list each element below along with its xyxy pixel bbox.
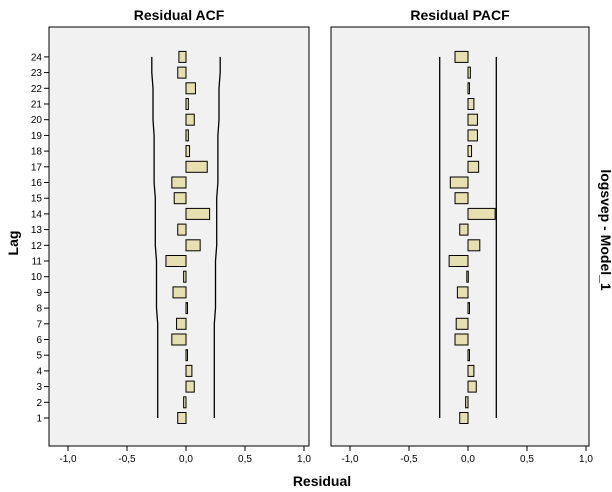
y-tick-label: 6 xyxy=(36,335,42,346)
bar-lag-2 xyxy=(183,396,187,409)
x-tick-label: 1,0 xyxy=(579,454,593,465)
y-tick-label: 12 xyxy=(31,241,43,252)
bar-lag-11 xyxy=(448,255,469,267)
bar-lag-5 xyxy=(467,349,470,362)
bar-lag-9 xyxy=(172,286,187,299)
bar-lag-5 xyxy=(185,349,188,362)
bar-lag-7 xyxy=(176,317,187,330)
bar-lag-14 xyxy=(467,207,496,220)
x-tick-label: 0,5 xyxy=(520,454,534,465)
y-tick-label: 19 xyxy=(31,131,43,142)
bar-lag-11 xyxy=(165,255,187,267)
bar-lag-2 xyxy=(465,396,469,409)
y-tick-label: 10 xyxy=(31,272,43,283)
bar-lag-6 xyxy=(454,333,469,346)
bar-lag-8 xyxy=(467,302,470,315)
panel-title: Residual PACF xyxy=(410,7,510,23)
x-tick-label: -0,5 xyxy=(118,454,136,465)
y-tick-label: 7 xyxy=(36,319,42,330)
x-tick-label: 0,0 xyxy=(179,454,193,465)
bar-lag-13 xyxy=(177,223,187,236)
bar-lag-13 xyxy=(459,223,469,236)
bar-lag-21 xyxy=(467,98,475,110)
y-tick-label: 5 xyxy=(36,351,42,362)
row-label: logsvep - Model_1 xyxy=(598,169,612,291)
bar-lag-19 xyxy=(467,129,478,142)
y-tick-label: 17 xyxy=(31,162,43,173)
bar-lag-8 xyxy=(185,302,188,315)
y-tick-label: 18 xyxy=(31,147,43,158)
bar-lag-20 xyxy=(467,113,478,126)
y-tick-label: 21 xyxy=(31,100,43,111)
y-tick-label: 15 xyxy=(31,194,43,205)
bar-lag-15 xyxy=(173,192,187,205)
x-axis-title: Residual xyxy=(293,473,351,489)
bar-lag-4 xyxy=(185,364,193,377)
x-tick-label: -1,0 xyxy=(341,454,359,465)
bar-lag-12 xyxy=(185,239,201,252)
x-tick-label: 0,5 xyxy=(238,454,252,465)
x-tick-label: -0,5 xyxy=(400,454,418,465)
bar-lag-4 xyxy=(467,364,475,377)
bar-lag-18 xyxy=(185,145,191,158)
panel-acf: Residual ACF-1,0 -0,5 0,0 0,5 1,012345678910… xyxy=(31,7,312,465)
y-tick-label: 20 xyxy=(31,115,43,126)
lower-confidence-limit xyxy=(151,56,159,418)
y-tick-label: 22 xyxy=(31,84,43,95)
y-tick-label: 2 xyxy=(36,398,42,409)
bar-lag-24 xyxy=(178,50,187,63)
bar-lag-22 xyxy=(467,82,470,95)
bar-lag-17 xyxy=(467,160,480,173)
y-tick-label: 14 xyxy=(31,209,43,220)
y-tick-label: 1 xyxy=(36,414,42,425)
bar-lag-20 xyxy=(185,113,195,126)
bar-lag-17 xyxy=(185,160,208,173)
bar-lag-15 xyxy=(454,192,469,205)
y-tick-label: 23 xyxy=(31,68,43,79)
y-tick-label: 8 xyxy=(36,304,42,315)
bar-lag-3 xyxy=(467,380,477,393)
bar-lag-6 xyxy=(171,333,187,346)
x-tick-label: 1,0 xyxy=(297,454,311,465)
y-tick-label: 13 xyxy=(31,225,43,236)
y-tick-label: 9 xyxy=(36,288,42,299)
bar-lag-3 xyxy=(185,380,195,393)
bar-lag-9 xyxy=(456,286,469,299)
x-tick-label: -1,0 xyxy=(59,454,77,465)
upper-confidence-limit xyxy=(213,56,221,418)
bar-lag-19 xyxy=(185,129,189,142)
bar-lag-16 xyxy=(449,176,469,189)
panel-title: Residual ACF xyxy=(134,7,225,23)
bar-lag-14 xyxy=(185,207,211,220)
bar-lag-1 xyxy=(459,412,469,424)
y-tick-label: 16 xyxy=(31,178,43,189)
bar-lag-18 xyxy=(467,145,473,158)
bar-lag-23 xyxy=(177,66,187,79)
bar-lag-23 xyxy=(467,66,471,79)
bar-lag-16 xyxy=(171,176,187,189)
y-tick-label: 3 xyxy=(36,382,42,393)
bar-lag-10 xyxy=(466,270,469,283)
bar-lag-24 xyxy=(454,50,469,63)
y-tick-label: 24 xyxy=(31,52,43,63)
bar-lag-21 xyxy=(185,98,189,110)
bar-lag-10 xyxy=(183,270,187,283)
y-tick-label: 11 xyxy=(32,257,43,268)
panel-pacf: Residual PACF -1,0 -0,5 0,0 0,5 1,0 xyxy=(330,7,593,465)
bar-lag-12 xyxy=(467,239,481,252)
x-tick-label: 0,0 xyxy=(461,454,475,465)
plot-area xyxy=(48,26,310,447)
bar-lag-1 xyxy=(177,412,187,424)
bar-lag-22 xyxy=(185,82,196,95)
plot-area xyxy=(330,26,590,447)
bar-lag-7 xyxy=(455,317,469,330)
y-tick-label: 4 xyxy=(36,366,42,377)
y-axis-title: Lag xyxy=(5,231,21,256)
